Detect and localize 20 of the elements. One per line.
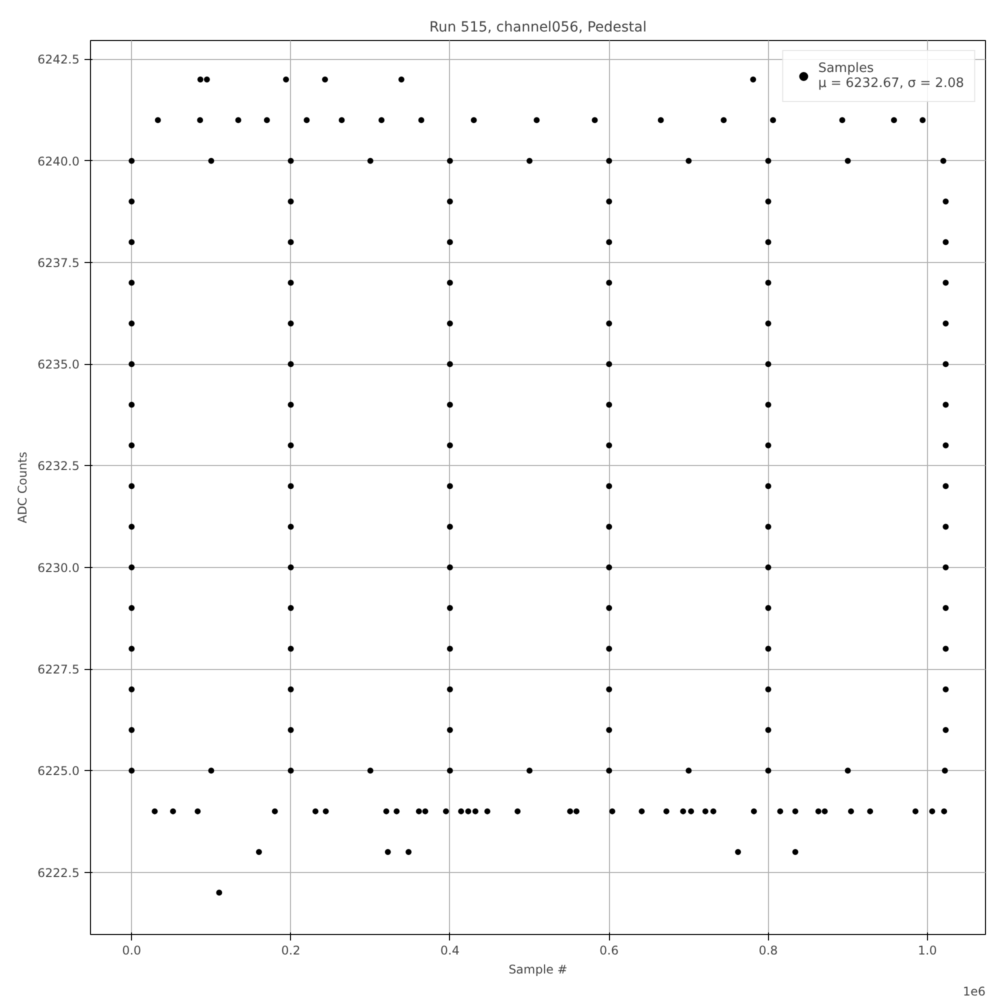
chart-title: Run 515, channel056, Pedestal xyxy=(429,20,647,36)
x-tick-label: 0.4 xyxy=(440,944,460,958)
y-tick-label: 6225.0 xyxy=(38,764,80,778)
y-axis-title: ADC Counts xyxy=(16,452,30,524)
legend-label: Samples μ = 6232.67, σ = 2.08 xyxy=(818,61,964,91)
x-tick-label: 0.6 xyxy=(600,944,619,958)
y-tick-label: 6237.5 xyxy=(38,256,80,270)
text: 1e6 xyxy=(962,984,986,998)
x-axis-title: Sample # xyxy=(508,962,568,976)
x-tick-label: 0.8 xyxy=(758,944,778,958)
y-tick-label: 6230.0 xyxy=(38,560,80,575)
y-tick-label: 6235.0 xyxy=(38,358,80,372)
x-tick-label: 0.0 xyxy=(122,944,142,958)
x-tick-label: 1.0 xyxy=(918,944,937,958)
y-tick-label: 6242.5 xyxy=(38,52,80,67)
y-tick-label: 6227.5 xyxy=(38,662,80,677)
y-tick-label: 6240.0 xyxy=(38,154,80,168)
y-tick-label: 6232.5 xyxy=(38,459,80,474)
y-tick-label: 6222.5 xyxy=(38,866,80,880)
x-tick-label: 0.2 xyxy=(281,944,300,958)
